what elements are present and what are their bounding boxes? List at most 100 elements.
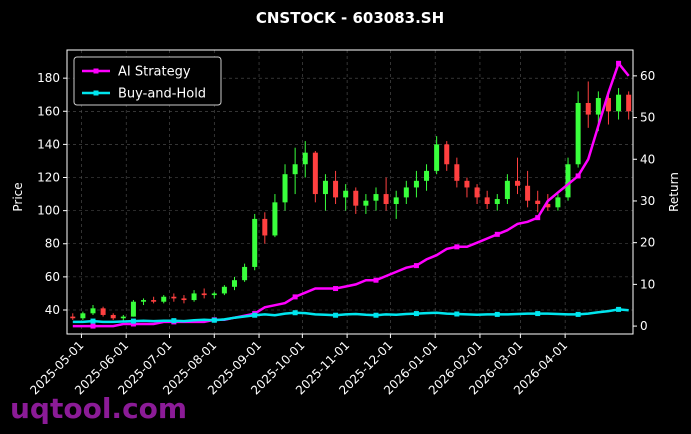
series-marker bbox=[454, 311, 460, 317]
legend-label: AI Strategy bbox=[118, 65, 191, 80]
y-tick-label: 160 bbox=[37, 104, 60, 118]
candle-body bbox=[514, 180, 520, 186]
legend-marker bbox=[93, 90, 99, 96]
candle-body bbox=[504, 180, 510, 200]
series-marker bbox=[494, 311, 500, 317]
candle-body bbox=[272, 202, 278, 236]
candle-body bbox=[70, 316, 76, 319]
series-marker bbox=[413, 263, 419, 269]
candle-body bbox=[494, 199, 500, 205]
candle-body bbox=[424, 170, 430, 181]
series-marker bbox=[616, 60, 622, 66]
candle-body bbox=[282, 174, 288, 203]
candle-body bbox=[221, 286, 227, 294]
series-marker bbox=[90, 323, 96, 329]
candle-body bbox=[292, 164, 298, 175]
y-tick-label: 100 bbox=[37, 204, 60, 218]
y-tick-label: 60 bbox=[45, 270, 60, 284]
candle-body bbox=[211, 293, 217, 296]
legend-label: Buy-and-Hold bbox=[118, 87, 206, 102]
candle-body bbox=[141, 300, 147, 302]
candle-body bbox=[575, 102, 581, 165]
series-marker bbox=[494, 231, 500, 237]
candle-body bbox=[252, 218, 258, 267]
candle-body bbox=[413, 180, 419, 188]
y2-tick-label: 0 bbox=[640, 319, 648, 333]
candle-body bbox=[393, 197, 399, 205]
y-tick-label: 180 bbox=[37, 71, 60, 85]
series-marker bbox=[373, 277, 379, 283]
candle-body bbox=[525, 185, 531, 201]
series-marker bbox=[413, 311, 419, 317]
candle-body bbox=[555, 197, 561, 208]
candle-body bbox=[545, 204, 551, 208]
candle-body bbox=[585, 102, 591, 115]
candle-body bbox=[120, 316, 126, 319]
candle-body bbox=[161, 296, 167, 302]
candle-body bbox=[444, 144, 450, 165]
legend-marker bbox=[93, 68, 99, 74]
candle-body bbox=[454, 164, 460, 181]
series-marker bbox=[292, 294, 298, 300]
series-marker bbox=[616, 306, 622, 312]
candle-body bbox=[110, 314, 116, 319]
series-marker bbox=[252, 312, 258, 318]
candle-body bbox=[363, 200, 369, 206]
candle-body bbox=[605, 98, 611, 112]
y2-tick-label: 60 bbox=[640, 69, 655, 83]
series-marker bbox=[130, 321, 136, 327]
y-axis-label: Price bbox=[11, 182, 25, 211]
candle-body bbox=[535, 200, 541, 205]
candle-body bbox=[403, 187, 409, 198]
series-marker bbox=[575, 311, 581, 317]
plot-frame bbox=[66, 49, 634, 335]
candle-body bbox=[191, 293, 197, 301]
series-marker bbox=[211, 317, 217, 323]
candle-body bbox=[100, 308, 106, 315]
y2-tick-label: 20 bbox=[640, 236, 655, 250]
series-marker bbox=[130, 318, 136, 324]
series-marker bbox=[171, 318, 177, 324]
y2-tick-label: 10 bbox=[640, 277, 655, 291]
candle-body bbox=[474, 187, 480, 198]
candle-body bbox=[312, 152, 318, 195]
legend-box bbox=[73, 56, 222, 106]
y-tick-label: 40 bbox=[45, 303, 60, 317]
chart-title: CNSTOCK - 603083.SH bbox=[256, 9, 444, 27]
candle-body bbox=[302, 152, 308, 165]
candle-body bbox=[343, 190, 349, 198]
y2-tick-label: 40 bbox=[640, 152, 655, 166]
candle-body bbox=[373, 194, 379, 201]
candle-body bbox=[464, 180, 470, 188]
y2-tick-label: 50 bbox=[640, 111, 655, 125]
candle-body bbox=[262, 218, 268, 236]
watermark: uqtool.com bbox=[10, 392, 187, 425]
series-marker bbox=[575, 173, 581, 179]
candle-body bbox=[595, 98, 601, 115]
candle-body bbox=[626, 94, 632, 112]
series-marker bbox=[535, 311, 541, 317]
candle-body bbox=[484, 197, 490, 205]
y2-tick-label: 30 bbox=[640, 194, 655, 208]
series-marker bbox=[333, 312, 339, 318]
series-marker bbox=[373, 312, 379, 318]
candle-body bbox=[565, 164, 571, 198]
candle-body bbox=[616, 94, 622, 112]
series-line bbox=[72, 308, 629, 324]
candle-body bbox=[434, 144, 440, 171]
series-marker bbox=[292, 310, 298, 316]
series-marker bbox=[333, 286, 339, 292]
candle-body bbox=[333, 180, 339, 198]
candle-body bbox=[80, 313, 86, 319]
y-tick-label: 120 bbox=[37, 171, 60, 185]
candle-body bbox=[231, 280, 237, 287]
candle-body bbox=[322, 180, 328, 195]
series-marker bbox=[454, 244, 460, 250]
candle-body bbox=[201, 293, 207, 296]
candle-body bbox=[181, 298, 187, 301]
candle-body bbox=[242, 266, 248, 281]
y2-axis-label: Return bbox=[667, 172, 681, 212]
candle-body bbox=[353, 190, 359, 206]
candle-body bbox=[90, 308, 96, 314]
